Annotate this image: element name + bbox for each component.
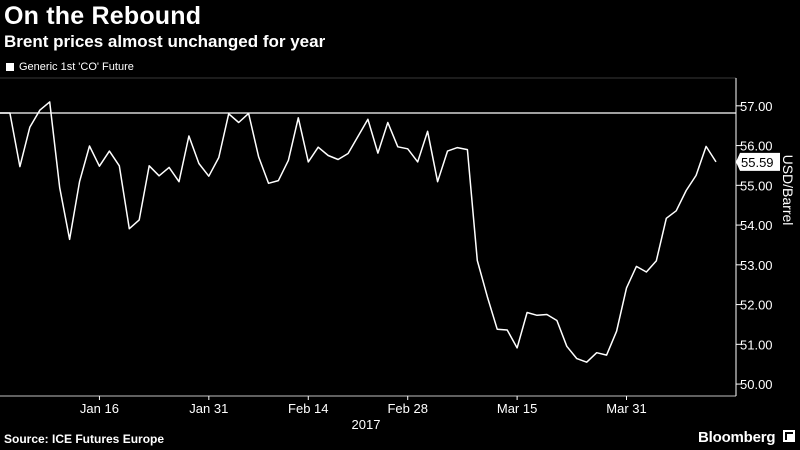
- y-tick-label: 53.00: [740, 258, 773, 273]
- last-value-text: 55.59: [741, 155, 774, 170]
- x-tick-label: Feb 28: [387, 401, 427, 416]
- x-tick-label: Mar 15: [497, 401, 537, 416]
- y-tick-label: 51.00: [740, 337, 773, 352]
- y-tick-label: 50.00: [740, 377, 773, 392]
- x-tick-label: Jan 31: [189, 401, 228, 416]
- y-tick-label: 57.00: [740, 99, 773, 114]
- y-tick-label: 54.00: [740, 218, 773, 233]
- source-note: Source: ICE Futures Europe: [4, 432, 165, 446]
- y-axis-title: USD/Barrel: [780, 155, 796, 226]
- legend: Generic 1st 'CO' Future: [6, 61, 134, 73]
- last-value-label: 55.59: [736, 152, 780, 171]
- chart-subtitle: Brent prices almost unchanged for year: [4, 32, 326, 51]
- y-tick-label: 55.00: [740, 178, 773, 193]
- legend-swatch-icon: [6, 63, 14, 71]
- series-line: [0, 101, 717, 363]
- legend-entry: Generic 1st 'CO' Future: [19, 61, 134, 73]
- chart-title: On the Rebound: [4, 2, 202, 30]
- x-tick-label: Feb 14: [288, 401, 328, 416]
- y-tick-label: 52.00: [740, 298, 773, 313]
- bloomberg-logo: Bloomberg: [698, 429, 776, 446]
- bloomberg-mark-icon: [783, 430, 795, 442]
- y-tick-label: 56.00: [740, 139, 773, 154]
- x-axis-title: 2017: [352, 417, 381, 432]
- x-tick-label: Jan 16: [80, 401, 119, 416]
- x-axis-ticks: Jan 16 Jan 31 Feb 14 Feb 28 Mar 15 Mar 31: [80, 396, 647, 416]
- x-tick-label: Mar 31: [606, 401, 646, 416]
- y-axis-ticks: 50.00 51.00 52.00 53.00 54.00 55.00 56.00 57.00: [736, 99, 773, 392]
- last-value-label-bg: [736, 152, 780, 171]
